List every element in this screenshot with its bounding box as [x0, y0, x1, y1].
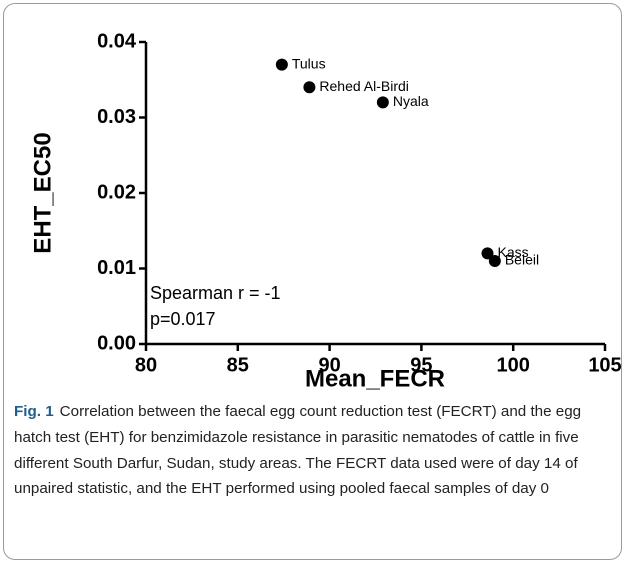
point-label: Nyala — [393, 93, 429, 109]
y-tick-label: 0.02 — [97, 181, 136, 203]
point-label: Rehed Al-Birdi — [319, 78, 409, 94]
point-label: Tulus — [292, 55, 326, 71]
x-tick-label: 80 — [135, 354, 157, 376]
point — [275, 58, 288, 71]
figure-frame — [3, 3, 622, 560]
point — [481, 247, 494, 260]
point-label: Kass — [497, 244, 528, 260]
x-tick-label: 85 — [227, 354, 249, 376]
point-label: Beleil — [505, 252, 539, 268]
point — [376, 96, 389, 109]
caption-text: Correlation between the faecal egg count… — [14, 403, 582, 498]
y-axis-title: EHT_EC50 — [29, 132, 56, 253]
point — [303, 81, 316, 94]
x-axis-title: Mean_FECR — [305, 365, 445, 392]
point — [488, 254, 501, 267]
x-tick-label: 90 — [318, 354, 340, 376]
x-tick-label: 95 — [410, 354, 432, 376]
caption: Fig. 1 Correlation between the faecal egg… — [14, 399, 614, 502]
x-tick-label: 100 — [497, 354, 530, 376]
chart: Mean_FECR EHT_EC50 Spearman r = -1 p=0.0… — [29, 30, 621, 392]
y-tick-label: 0.00 — [97, 332, 136, 354]
caption-label: Fig. 1 — [14, 403, 54, 420]
x-tick-label: 105 — [588, 354, 621, 376]
annotation: p=0.017 — [150, 309, 216, 329]
y-tick-label: 0.04 — [97, 30, 137, 52]
y-tick-label: 0.01 — [97, 257, 136, 279]
annotation: Spearman r = -1 — [150, 283, 281, 303]
y-tick-label: 0.03 — [97, 106, 136, 128]
